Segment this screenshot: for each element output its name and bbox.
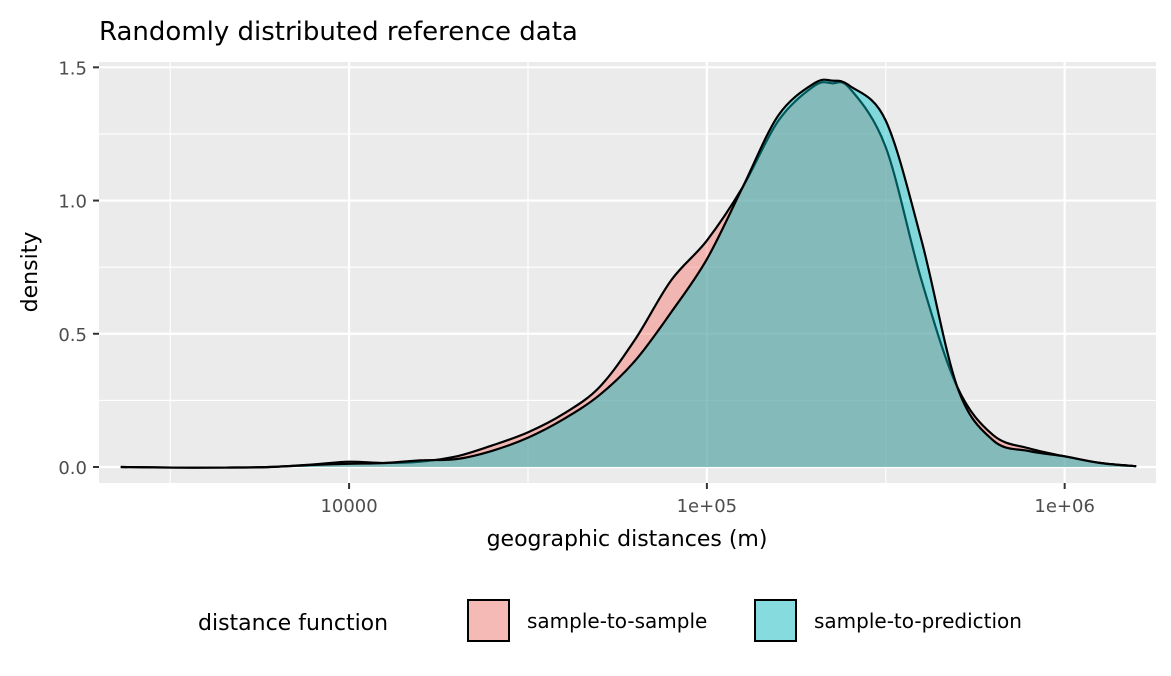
legend-key-bg-sample-to-prediction xyxy=(754,599,797,642)
x-axis-label: geographic distances (m) xyxy=(487,527,768,552)
chart-title: Randomly distributed reference data xyxy=(99,17,578,47)
legend-swatch-sample-to-prediction xyxy=(754,599,797,642)
grid-lines xyxy=(99,62,1156,483)
density-area-sample-to-prediction xyxy=(120,79,1137,468)
legend-label-sample-to-prediction: sample-to-prediction xyxy=(814,609,1022,633)
density-line-sample-to-prediction xyxy=(120,78,1137,469)
y-axis-label: density xyxy=(18,232,43,313)
density-areas xyxy=(120,78,1137,469)
density-area-sample-to-sample xyxy=(120,82,1137,468)
x-tick-label: 1e+06 xyxy=(1034,496,1095,517)
legend-swatch-sample-to-sample xyxy=(467,599,510,642)
y-tick-label: 1.5 xyxy=(58,58,87,79)
legend-title: distance function xyxy=(198,611,388,636)
x-axis: 10000 1e+05 1e+06 xyxy=(320,483,1095,517)
y-tick-label: 1.0 xyxy=(58,192,87,213)
plot-panel xyxy=(99,62,1156,483)
legend: distance function sample-to-sample sample… xyxy=(198,599,1022,642)
y-tick-label: 0.0 xyxy=(58,458,87,479)
y-tick-label: 0.5 xyxy=(58,325,87,346)
legend-key-bg-sample-to-sample xyxy=(467,599,510,642)
y-axis: 0.0 0.5 1.0 1.5 xyxy=(58,58,99,479)
x-tick-label: 1e+05 xyxy=(677,496,738,517)
legend-label-sample-to-sample: sample-to-sample xyxy=(527,609,707,633)
x-tick-label: 10000 xyxy=(320,496,377,517)
